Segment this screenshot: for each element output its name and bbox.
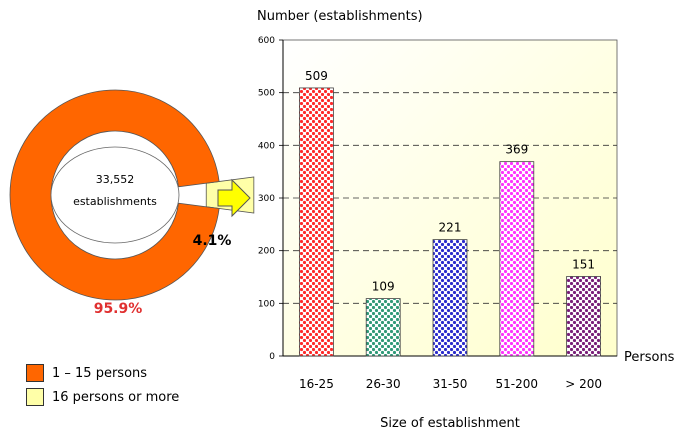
y-tick-label: 300 [258,194,275,204]
pie-legend: 1 – 15 persons 16 persons or more [26,362,179,410]
y-tick-label: 0 [269,352,275,362]
x-tick-label: > 200 [565,377,602,391]
legend-swatch [26,388,44,406]
x-tick-label: 51-200 [496,377,539,391]
bar-value-label: 109 [372,280,395,294]
y-axis-title: Number (establishments) [257,9,423,24]
x-axis-unit: Persons [624,350,675,365]
donut-chart: 33,552 establishments 95.9% 4.1% [9,89,255,317]
y-tick-label: 500 [258,89,275,99]
callout-arrow-icon [217,178,251,218]
legend-label: 1 – 15 persons [52,365,148,381]
y-tick-label: 200 [258,247,275,257]
bar-value-label: 509 [305,69,328,83]
x-tick-label: 26-30 [366,377,401,391]
legend-label: 16 persons or more [52,389,180,405]
y-tick-label: 100 [258,299,275,309]
bar-chart: 0 100 200 300 400 500 600 509 16-25 109 26-30 221 31… [257,9,675,431]
bar [365,298,401,357]
y-tick-label: 600 [258,36,275,46]
bar [432,239,468,357]
bar [499,161,535,357]
legend-swatch [26,364,44,382]
bar [566,276,601,357]
x-axis-title: Size of establishment [380,416,520,431]
donut-center-label: establishments [73,195,157,208]
donut-center-label: 33,552 [96,173,135,186]
bar-value-label: 221 [439,221,462,235]
bar-value-label: 369 [505,143,528,157]
legend-item: 16 persons or more [26,386,179,408]
bar-value-label: 151 [572,257,595,271]
bar [298,87,334,357]
pie-value-label: 95.9% [94,301,143,317]
pie-slice [9,89,220,301]
x-tick-label: 31-50 [433,377,468,391]
donut-hole [50,146,180,244]
legend-item: 1 – 15 persons [26,362,179,384]
y-tick-label: 400 [258,141,275,151]
x-tick-label: 16-25 [299,377,334,391]
pie-value-label: 4.1% [193,233,232,249]
